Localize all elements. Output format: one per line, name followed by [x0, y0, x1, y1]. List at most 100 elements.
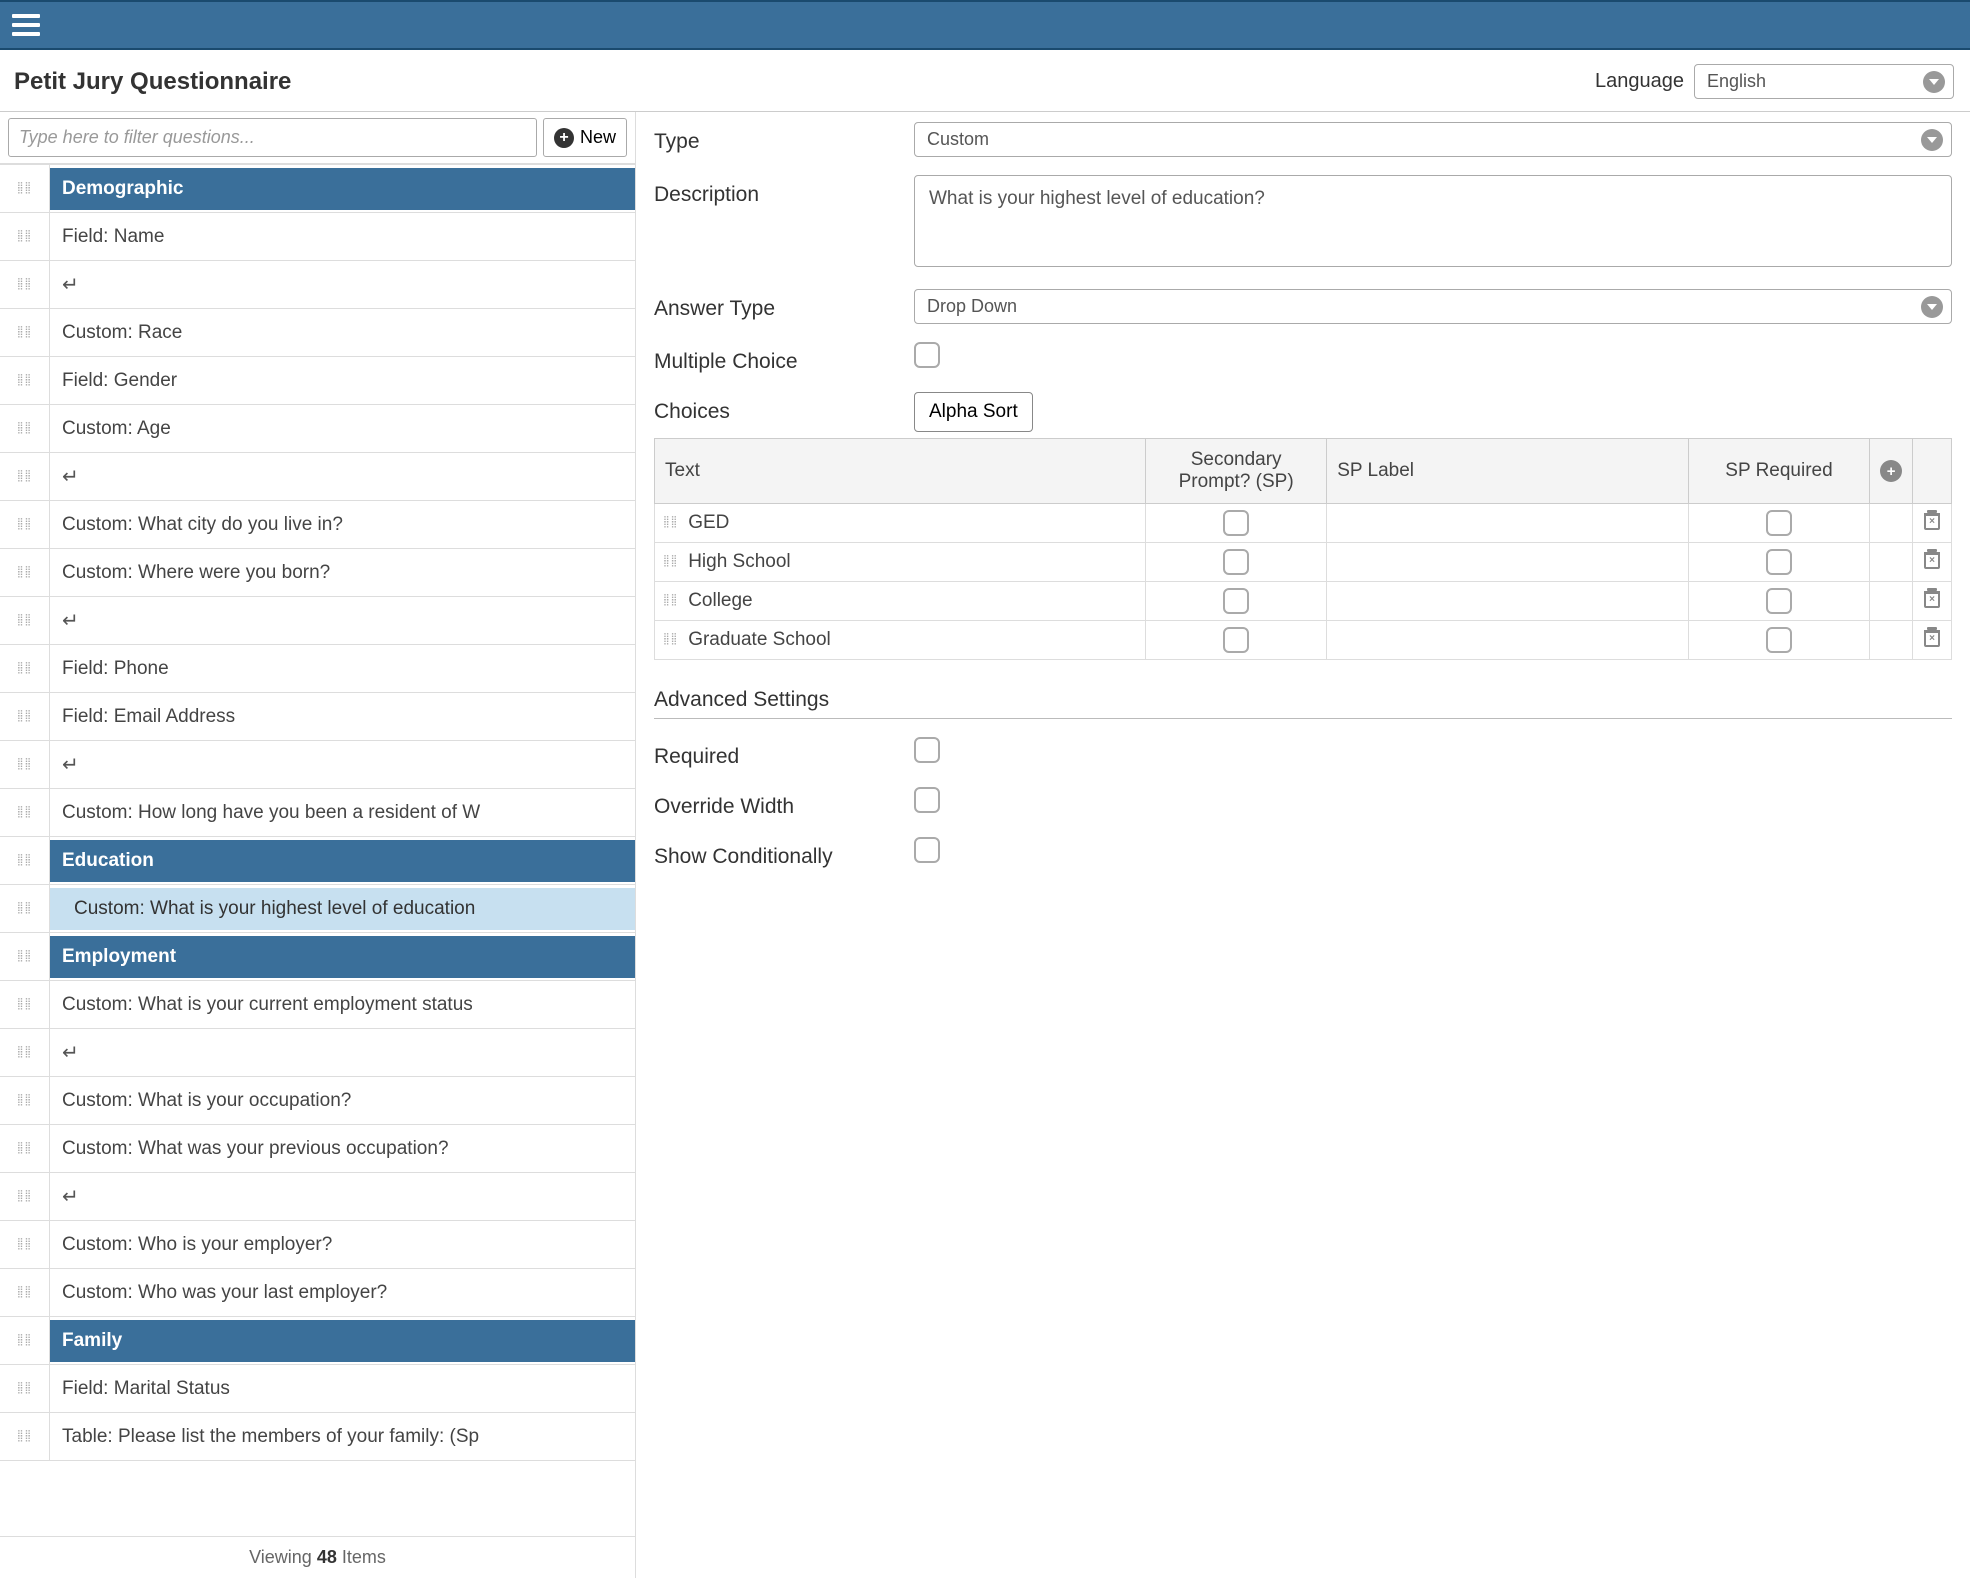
list-item[interactable]: ⠿⠿⠿⠿Custom: Who is your employer? — [0, 1221, 635, 1269]
section-header[interactable]: ⠿⠿⠿⠿Family — [0, 1317, 635, 1365]
drag-handle-icon[interactable]: ⠿⠿⠿⠿ — [0, 981, 50, 1028]
drag-handle-icon[interactable]: ⠿⠿⠿⠿ — [0, 1317, 50, 1364]
drag-handle-icon[interactable]: ⠿⠿⠿⠿ — [0, 453, 50, 500]
list-item[interactable]: ⠿⠿⠿⠿Field: Email Address — [0, 693, 635, 741]
sp-label-cell[interactable] — [1327, 582, 1689, 621]
language-select[interactable]: English — [1694, 64, 1954, 99]
drag-handle-icon[interactable]: ⠿⠿⠿⠿ — [0, 1029, 50, 1076]
delete-icon[interactable]: × — [1923, 588, 1941, 608]
alpha-sort-button[interactable]: Alpha Sort — [914, 392, 1033, 432]
list-item[interactable]: ⠿⠿⠿⠿Table: Please list the members of yo… — [0, 1413, 635, 1461]
drag-handle-icon[interactable]: ⠿⠿⠿⠿ — [0, 261, 50, 308]
drag-handle-icon[interactable]: ⠿⠿⠿⠿ — [0, 549, 50, 596]
delete-icon[interactable]: × — [1923, 627, 1941, 647]
list-item[interactable]: ⠿⠿⠿⠿Custom: What is your occupation? — [0, 1077, 635, 1125]
list-item[interactable]: ⠿⠿⠿⠿Field: Gender — [0, 357, 635, 405]
drag-handle-icon[interactable]: ⠿⠿⠿⠿ — [0, 1221, 50, 1268]
answer-type-select[interactable]: Drop Down — [914, 289, 1952, 324]
sp-checkbox[interactable] — [1223, 549, 1249, 575]
list-item[interactable]: ⠿⠿⠿⠿Custom: What was your previous occup… — [0, 1125, 635, 1173]
col-add: + — [1870, 439, 1913, 504]
left-pane: + New ⠿⠿⠿⠿Demographic⠿⠿⠿⠿Field: Name⠿⠿⠿⠿… — [0, 112, 636, 1578]
drag-handle-icon[interactable]: ⠿⠿⠿⠿ — [0, 309, 50, 356]
list-item[interactable]: ⠿⠿⠿⠿↵ — [0, 1173, 635, 1221]
list-item[interactable]: ⠿⠿⠿⠿↵ — [0, 453, 635, 501]
type-select[interactable]: Custom — [914, 122, 1952, 157]
drag-handle-icon[interactable]: ⠿⠿⠿⠿ — [0, 1413, 50, 1460]
list-item[interactable]: ⠿⠿⠿⠿Custom: What is your highest level o… — [0, 885, 635, 933]
sp-required-checkbox[interactable] — [1766, 627, 1792, 653]
list-item[interactable]: ⠿⠿⠿⠿Custom: Where were you born? — [0, 549, 635, 597]
drag-handle-icon[interactable]: ⠿⠿⠿⠿ — [0, 933, 50, 980]
list-item[interactable]: ⠿⠿⠿⠿Custom: Race — [0, 309, 635, 357]
sp-label-cell[interactable] — [1327, 621, 1689, 660]
drag-handle-icon[interactable]: ⠿⠿⠿⠿ — [0, 741, 50, 788]
section-header[interactable]: ⠿⠿⠿⠿Demographic — [0, 165, 635, 213]
drag-handle-icon[interactable]: ⠿⠿⠿⠿ — [0, 693, 50, 740]
sp-checkbox[interactable] — [1223, 588, 1249, 614]
choice-text[interactable]: College — [688, 590, 752, 612]
drag-handle-icon[interactable]: ⠿⠿⠿⠿ — [663, 557, 678, 567]
override-width-checkbox[interactable] — [914, 787, 940, 813]
show-conditionally-checkbox[interactable] — [914, 837, 940, 863]
description-input[interactable] — [914, 175, 1952, 267]
drag-handle-icon[interactable]: ⠿⠿⠿⠿ — [0, 885, 50, 932]
drag-handle-icon[interactable]: ⠿⠿⠿⠿ — [0, 1269, 50, 1316]
sp-checkbox[interactable] — [1223, 627, 1249, 653]
drag-handle-icon[interactable]: ⠿⠿⠿⠿ — [663, 518, 678, 528]
drag-handle-icon[interactable]: ⠿⠿⠿⠿ — [0, 789, 50, 836]
section-header[interactable]: ⠿⠿⠿⠿Education — [0, 837, 635, 885]
drag-handle-icon[interactable]: ⠿⠿⠿⠿ — [0, 165, 50, 212]
drag-handle-icon[interactable]: ⠿⠿⠿⠿ — [0, 1077, 50, 1124]
add-choice-icon[interactable]: + — [1880, 460, 1902, 482]
list-item[interactable]: ⠿⠿⠿⠿ ↵ — [0, 597, 635, 645]
list-item-label: Custom: What is your current employment … — [50, 984, 635, 1026]
required-checkbox[interactable] — [914, 737, 940, 763]
drag-handle-icon[interactable]: ⠿⠿⠿⠿ — [0, 1365, 50, 1412]
filter-input[interactable] — [8, 118, 537, 157]
section-header[interactable]: ⠿⠿⠿⠿Employment — [0, 933, 635, 981]
drag-handle-icon[interactable]: ⠿⠿⠿⠿ — [663, 596, 678, 606]
drag-handle-icon[interactable]: ⠿⠿⠿⠿ — [0, 501, 50, 548]
drag-handle-icon[interactable]: ⠿⠿⠿⠿ — [0, 357, 50, 404]
list-item[interactable]: ⠿⠿⠿⠿↵ — [0, 1029, 635, 1077]
sp-required-checkbox[interactable] — [1766, 549, 1792, 575]
required-label: Required — [654, 737, 914, 769]
drag-handle-icon[interactable]: ⠿⠿⠿⠿ — [0, 837, 50, 884]
drag-handle-icon[interactable]: ⠿⠿⠿⠿ — [0, 1173, 50, 1220]
drag-handle-icon[interactable]: ⠿⠿⠿⠿ — [0, 597, 50, 644]
list-item[interactable]: ⠿⠿⠿⠿Custom: Who was your last employer? — [0, 1269, 635, 1317]
main: + New ⠿⠿⠿⠿Demographic⠿⠿⠿⠿Field: Name⠿⠿⠿⠿… — [0, 112, 1970, 1578]
choice-text[interactable]: Graduate School — [688, 629, 831, 651]
new-button[interactable]: + New — [543, 118, 627, 157]
list-item-label: Custom: What city do you live in? — [50, 504, 635, 546]
delete-icon[interactable]: × — [1923, 549, 1941, 569]
drag-handle-icon[interactable]: ⠿⠿⠿⠿ — [0, 405, 50, 452]
language-wrap: Language English — [1595, 64, 1954, 99]
drag-handle-icon[interactable]: ⠿⠿⠿⠿ — [0, 1125, 50, 1172]
choice-text[interactable]: GED — [688, 512, 729, 534]
drag-handle-icon[interactable]: ⠿⠿⠿⠿ — [0, 213, 50, 260]
question-list[interactable]: ⠿⠿⠿⠿Demographic⠿⠿⠿⠿Field: Name⠿⠿⠿⠿↵⠿⠿⠿⠿C… — [0, 164, 635, 1536]
list-item[interactable]: ⠿⠿⠿⠿Custom: Age — [0, 405, 635, 453]
sp-label-cell[interactable] — [1327, 504, 1689, 543]
list-item[interactable]: ⠿⠿⠿⠿Field: Name — [0, 213, 635, 261]
delete-icon[interactable]: × — [1923, 510, 1941, 530]
choice-text[interactable]: High School — [688, 551, 790, 573]
return-icon: ↵ — [62, 610, 79, 632]
multiple-choice-checkbox[interactable] — [914, 342, 940, 368]
list-item[interactable]: ⠿⠿⠿⠿↵ — [0, 261, 635, 309]
sp-required-checkbox[interactable] — [1766, 588, 1792, 614]
list-item[interactable]: ⠿⠿⠿⠿↵ — [0, 741, 635, 789]
list-item[interactable]: ⠿⠿⠿⠿Custom: How long have you been a res… — [0, 789, 635, 837]
drag-handle-icon[interactable]: ⠿⠿⠿⠿ — [663, 635, 678, 645]
menu-icon[interactable] — [12, 14, 40, 36]
list-item[interactable]: ⠿⠿⠿⠿Custom: What is your current employm… — [0, 981, 635, 1029]
list-item[interactable]: ⠿⠿⠿⠿Field: Phone — [0, 645, 635, 693]
list-item[interactable]: ⠿⠿⠿⠿Field: Marital Status — [0, 1365, 635, 1413]
list-item[interactable]: ⠿⠿⠿⠿Custom: What city do you live in? — [0, 501, 635, 549]
drag-handle-icon[interactable]: ⠿⠿⠿⠿ — [0, 645, 50, 692]
sp-label-cell[interactable] — [1327, 543, 1689, 582]
sp-required-checkbox[interactable] — [1766, 510, 1792, 536]
sp-checkbox[interactable] — [1223, 510, 1249, 536]
